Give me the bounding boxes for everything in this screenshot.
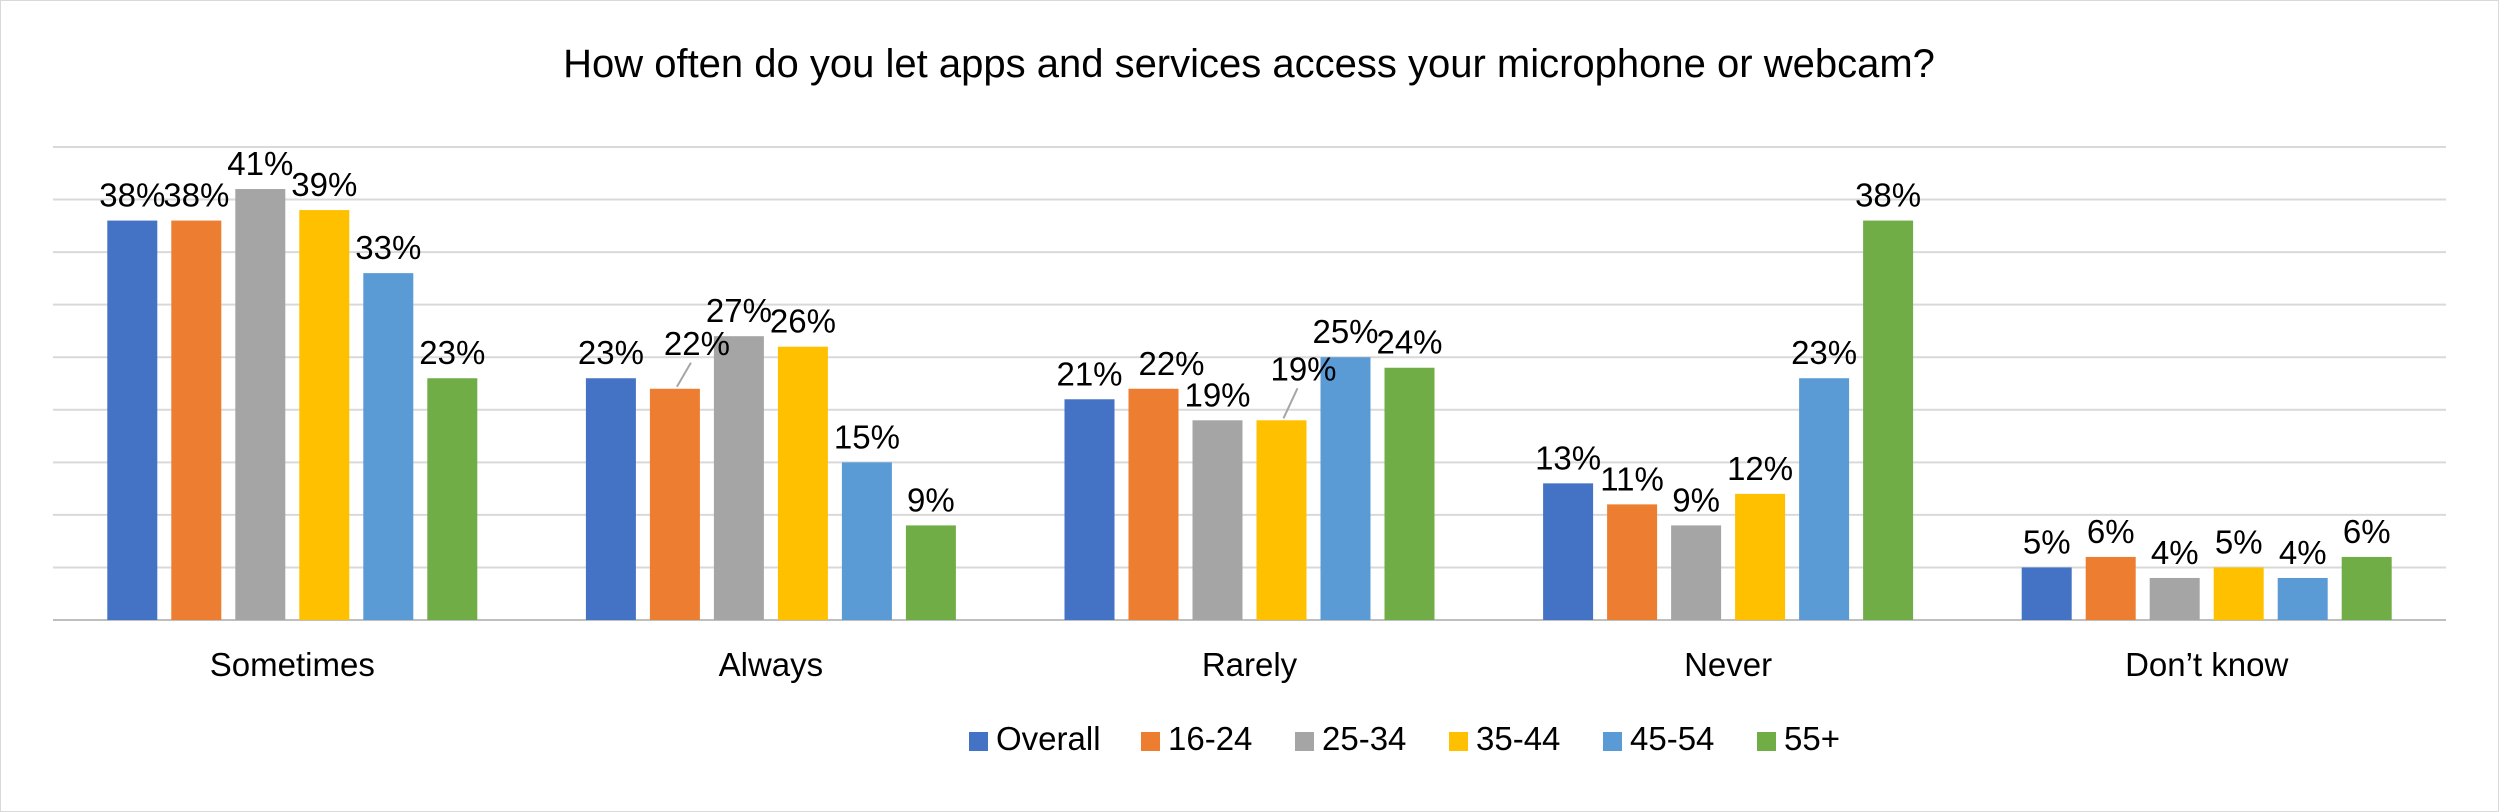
legend-label: 35-44 <box>1476 720 1560 757</box>
data-label-always-55: 9% <box>907 481 955 518</box>
legend-item-45-54: 45-54 <box>1603 720 1714 757</box>
data-label-rarely-25-34: 19% <box>1184 376 1250 413</box>
data-label-sometimes-55: 23% <box>419 334 485 371</box>
bar-always-16-24 <box>649 388 700 620</box>
category-label-don-t-know: Don’t know <box>2125 646 2288 683</box>
data-label-sometimes-25-34: 41% <box>227 145 293 182</box>
bar-always-45-54 <box>841 462 892 620</box>
legend-label: 25-34 <box>1322 720 1406 757</box>
data-label-always-45-54: 15% <box>834 418 900 455</box>
chart-title: How often do you let apps and services a… <box>563 42 1935 86</box>
bar-sometimes-35-44 <box>299 210 350 621</box>
bar-sometimes-55 <box>427 378 478 620</box>
data-label-rarely-overall: 21% <box>1056 355 1122 392</box>
data-label-rarely-16-24: 22% <box>1138 345 1204 382</box>
legend-swatch <box>1757 732 1776 751</box>
bar-never-25-34 <box>1671 525 1722 620</box>
bar-always-55 <box>905 525 956 620</box>
data-label-always-overall: 23% <box>578 334 644 371</box>
legend-label: 55+ <box>1784 720 1840 757</box>
data-label-never-55: 38% <box>1855 177 1921 214</box>
category-label-rarely: Rarely <box>1202 646 1298 683</box>
category-label-always: Always <box>719 646 824 683</box>
legend-swatch <box>1295 732 1314 751</box>
bar-never-45-54 <box>1799 378 1850 620</box>
data-label-always-25-34: 27% <box>706 292 772 329</box>
category-label-sometimes: Sometimes <box>210 646 375 683</box>
bar-sometimes-45-54 <box>363 273 414 620</box>
bar-sometimes-overall <box>107 220 158 621</box>
bar-don-t-know-overall <box>2021 567 2072 620</box>
data-label-never-25-34: 9% <box>1672 481 1720 518</box>
data-label-always-35-44: 26% <box>770 303 836 340</box>
bar-don-t-know-55 <box>2341 556 2392 620</box>
data-label-never-45-54: 23% <box>1791 334 1857 371</box>
leader-lines <box>676 362 1299 419</box>
category-label-never: Never <box>1684 646 1772 683</box>
category-labels: Sometimes Always Rarely Never Don’t know <box>210 646 2289 683</box>
data-labels: 38%38%41%39%33%23% 23% 22%27%26%15%9%21% 22… <box>99 145 2390 571</box>
data-label-rarely-55: 24% <box>1376 324 1442 361</box>
data-label-don-t-know-25-34: 4% <box>2151 534 2199 571</box>
leader-line <box>676 362 692 388</box>
bar-sometimes-16-24 <box>171 220 222 621</box>
data-label-rarely-45-54: 25% <box>1312 313 1378 350</box>
data-label-never-overall: 13% <box>1535 439 1601 476</box>
data-label-don-t-know-16-24: 6% <box>2087 513 2135 550</box>
bar-rarely-55 <box>1384 367 1435 620</box>
bar-sometimes-25-34 <box>235 189 286 621</box>
legend-label: 45-54 <box>1630 720 1714 757</box>
bar-rarely-35-44 <box>1256 420 1307 620</box>
legend-item-16-24: 16-24 <box>1141 720 1252 757</box>
data-label-sometimes-35-44: 39% <box>291 166 357 203</box>
data-label-rarely-35-44: 19% <box>1270 350 1336 387</box>
data-label-don-t-know-35-44: 5% <box>2215 523 2263 560</box>
bar-never-overall <box>1543 483 1594 620</box>
data-label-don-t-know-overall: 5% <box>2023 523 2071 560</box>
data-label-never-35-44: 12% <box>1727 450 1793 487</box>
bar-rarely-25-34 <box>1192 420 1243 620</box>
data-label-don-t-know-45-54: 4% <box>2279 534 2327 571</box>
bar-don-t-know-45-54 <box>2277 577 2328 620</box>
legend: Overall 16-24 25-34 35-44 45-54 55+ <box>969 720 1840 757</box>
bar-never-35-44 <box>1735 493 1786 620</box>
data-label-sometimes-45-54: 33% <box>355 229 421 266</box>
data-label-sometimes-overall: 38% <box>99 177 165 214</box>
legend-swatch <box>1603 732 1622 751</box>
bar-never-55 <box>1863 220 1914 621</box>
legend-swatch <box>1141 732 1160 751</box>
leader-line <box>1282 387 1299 419</box>
legend-item-25-34: 25-34 <box>1295 720 1406 757</box>
bar-always-35-44 <box>777 346 828 620</box>
bar-rarely-16-24 <box>1128 388 1179 620</box>
data-label-don-t-know-55: 6% <box>2343 513 2391 550</box>
bar-don-t-know-35-44 <box>2213 567 2264 620</box>
bar-rarely-overall <box>1064 399 1115 620</box>
bar-always-overall <box>585 378 636 620</box>
bars <box>107 189 2392 621</box>
data-label-always-16-24: 22% <box>664 325 730 362</box>
legend-item-35-44: 35-44 <box>1449 720 1560 757</box>
bar-never-16-24 <box>1607 504 1658 620</box>
legend-label: Overall <box>996 720 1101 757</box>
legend-swatch <box>1449 732 1468 751</box>
legend-swatch <box>969 732 988 751</box>
legend-label: 16-24 <box>1168 720 1252 757</box>
bar-rarely-45-54 <box>1320 357 1371 620</box>
data-label-never-16-24: 11% <box>1600 460 1664 497</box>
bar-don-t-know-25-34 <box>2149 577 2200 620</box>
legend-item-overall: Overall <box>969 720 1101 757</box>
bar-always-25-34 <box>713 336 764 620</box>
bar-don-t-know-16-24 <box>2085 556 2136 620</box>
data-label-sometimes-16-24: 38% <box>163 177 229 214</box>
legend-item-55: 55+ <box>1757 720 1840 757</box>
